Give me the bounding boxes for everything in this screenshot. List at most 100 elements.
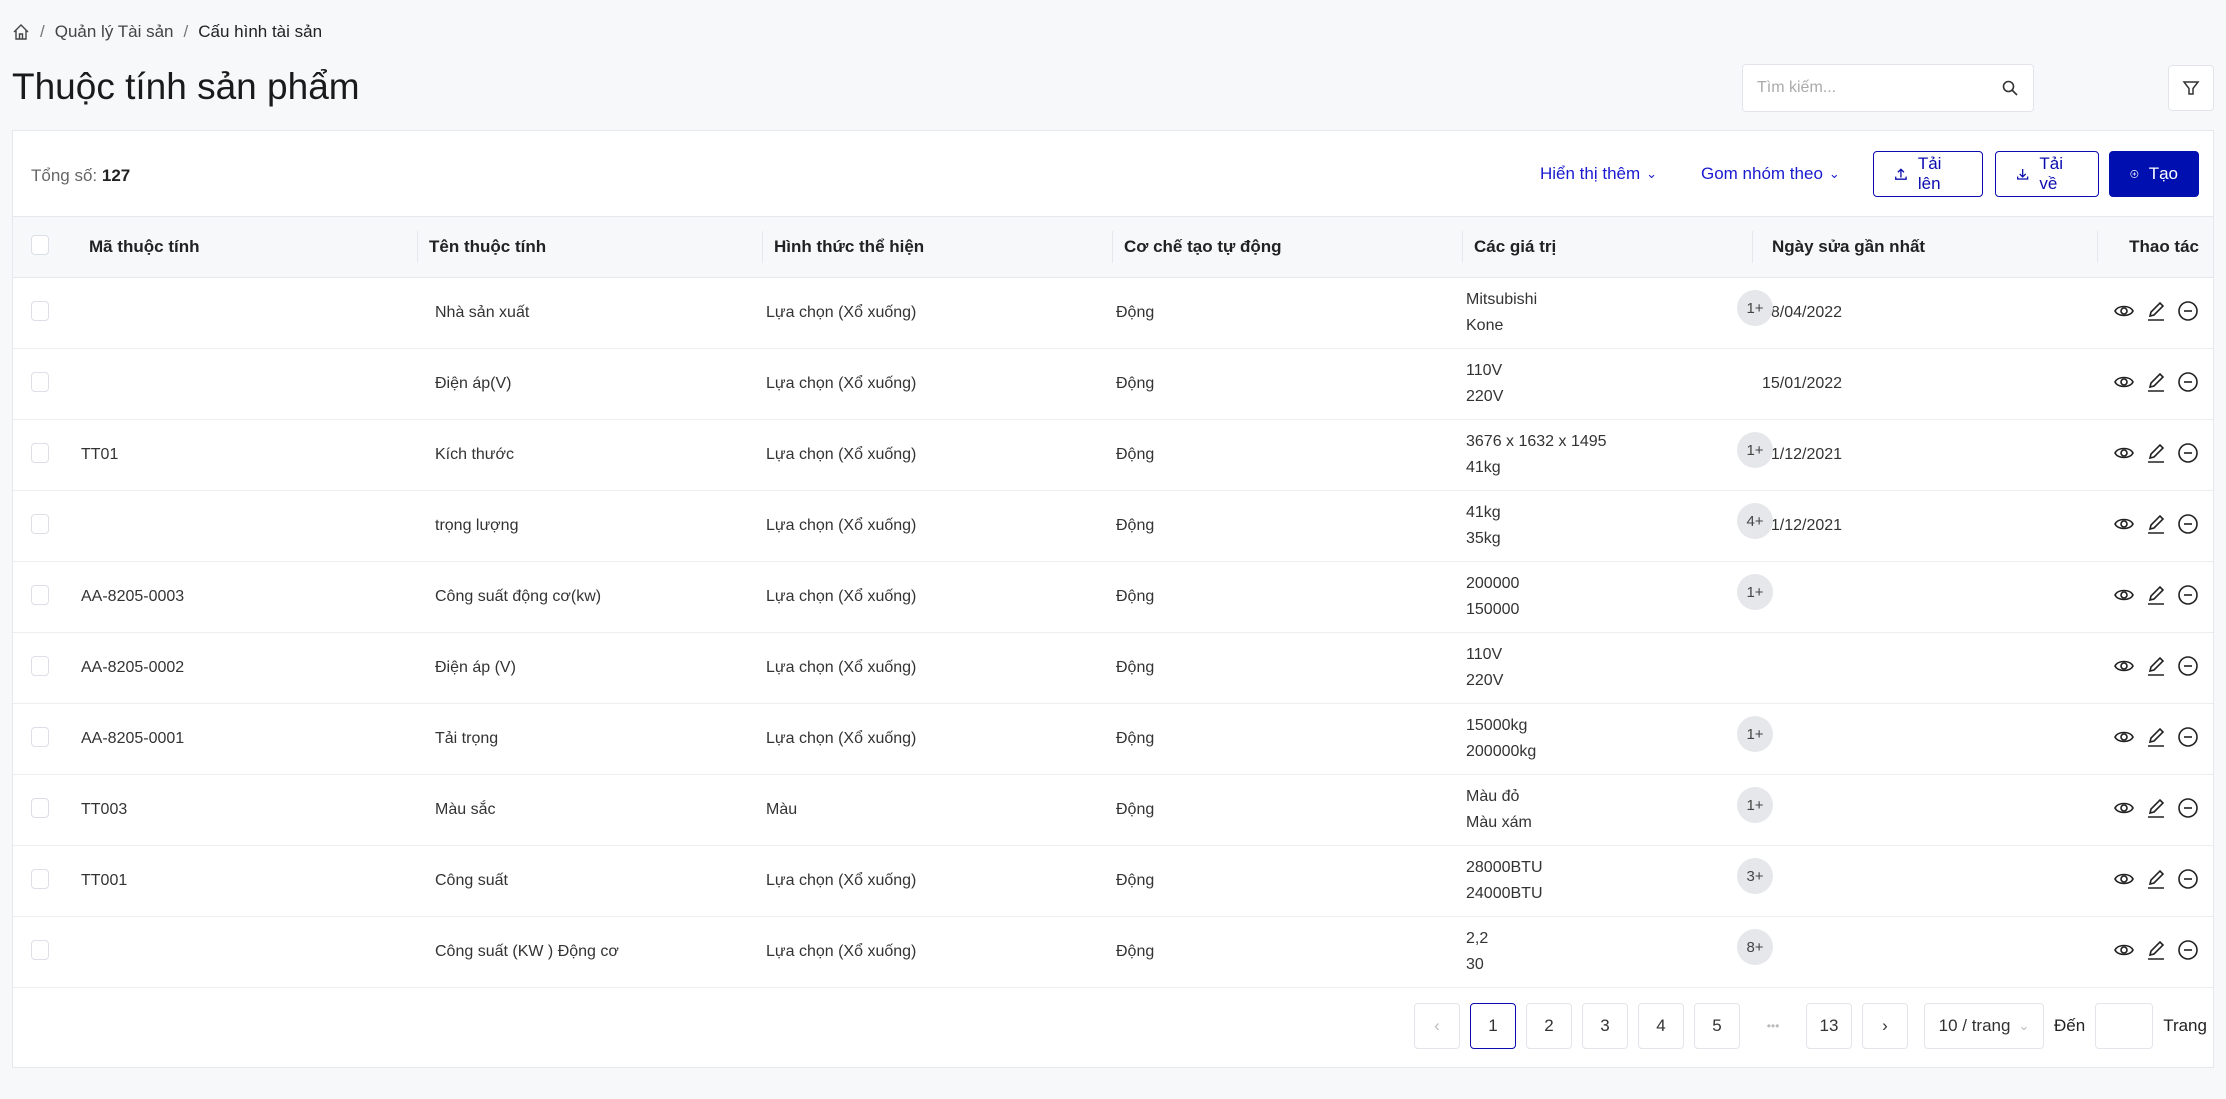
value-2: 200000kg — [1466, 743, 1537, 760]
row-checkbox[interactable] — [31, 513, 49, 534]
table-row[interactable]: TT01 Kích thước Lựa chọn (Xổ xuống) Động… — [13, 419, 2213, 491]
breadcrumb-item-asset-management[interactable]: Quản lý Tài sản — [54, 22, 174, 41]
total-value: 127 — [101, 166, 131, 185]
more-values-badge[interactable]: 3+ — [1737, 858, 1773, 894]
view-icon[interactable] — [2113, 726, 2135, 753]
view-icon[interactable] — [2113, 797, 2135, 824]
row-checkbox[interactable] — [31, 726, 49, 747]
remove-icon[interactable] — [2177, 939, 2199, 966]
cell-name: Nhà sản xuất — [417, 277, 762, 349]
more-values-badge[interactable]: 8+ — [1737, 929, 1773, 965]
view-icon[interactable] — [2113, 584, 2135, 611]
create-button[interactable]: Tạo — [2109, 151, 2199, 197]
row-checkbox[interactable] — [31, 584, 49, 605]
goto-label: Đến — [2054, 1016, 2086, 1035]
remove-icon[interactable] — [2177, 442, 2199, 469]
search-input[interactable] — [1757, 79, 2001, 97]
row-checkbox[interactable] — [31, 868, 49, 889]
table-row[interactable]: AA-8205-0003 Công suất động cơ(kw) Lựa c… — [13, 561, 2213, 633]
row-checkbox[interactable] — [31, 442, 49, 463]
header-auto-mechanism[interactable]: Cơ chế tạo tự động — [1112, 216, 1462, 278]
edit-icon[interactable] — [2145, 513, 2167, 540]
page-3-button[interactable]: 3 — [1582, 1003, 1628, 1049]
value-2: 150000 — [1466, 601, 1520, 618]
remove-icon[interactable] — [2177, 300, 2199, 327]
edit-icon[interactable] — [2145, 797, 2167, 824]
edit-icon[interactable] — [2145, 868, 2167, 895]
goto-page-input[interactable] — [2095, 1003, 2154, 1049]
home-icon[interactable] — [12, 23, 30, 41]
row-checkbox[interactable] — [31, 371, 49, 392]
view-icon[interactable] — [2113, 513, 2135, 540]
row-checkbox[interactable] — [31, 797, 49, 818]
view-icon[interactable] — [2113, 868, 2135, 895]
row-checkbox[interactable] — [31, 300, 49, 321]
next-page-button[interactable]: › — [1862, 1003, 1908, 1049]
view-icon[interactable] — [2113, 655, 2135, 682]
filter-button[interactable] — [2168, 65, 2214, 111]
prev-page-button[interactable]: ‹ — [1414, 1003, 1460, 1049]
show-more-dropdown[interactable]: Hiển thị thêm ⌄ — [1540, 164, 1657, 184]
select-all-checkbox[interactable] — [31, 234, 49, 255]
view-icon[interactable] — [2113, 300, 2135, 327]
pagination-ellipsis[interactable]: ••• — [1750, 1003, 1796, 1049]
more-values-badge[interactable]: 1+ — [1737, 432, 1773, 468]
breadcrumb: / Quản lý Tài sản / Cấu hình tài sản — [12, 22, 322, 42]
total-label: Tổng số: — [31, 166, 98, 185]
value-2: 35kg — [1466, 530, 1501, 547]
edit-icon[interactable] — [2145, 655, 2167, 682]
edit-icon[interactable] — [2145, 939, 2167, 966]
header-name[interactable]: Tên thuộc tính — [417, 216, 762, 278]
remove-icon[interactable] — [2177, 726, 2199, 753]
page-5-button[interactable]: 5 — [1694, 1003, 1740, 1049]
more-values-badge[interactable]: 1+ — [1737, 787, 1773, 823]
page-1-button[interactable]: 1 — [1470, 1003, 1516, 1049]
show-more-label: Hiển thị thêm — [1540, 164, 1641, 183]
search-icon[interactable] — [2001, 79, 2019, 97]
remove-icon[interactable] — [2177, 371, 2199, 398]
chevron-down-icon: ⌄ — [1828, 166, 1840, 181]
more-values-badge[interactable]: 1+ — [1737, 290, 1773, 326]
edit-icon[interactable] — [2145, 442, 2167, 469]
page-4-button[interactable]: 4 — [1638, 1003, 1684, 1049]
view-icon[interactable] — [2113, 939, 2135, 966]
edit-icon[interactable] — [2145, 584, 2167, 611]
group-by-dropdown[interactable]: Gom nhóm theo ⌄ — [1701, 164, 1840, 184]
upload-button[interactable]: Tải lên — [1873, 151, 1983, 197]
edit-icon[interactable] — [2145, 726, 2167, 753]
edit-icon[interactable] — [2145, 300, 2167, 327]
table-row[interactable]: Nhà sản xuất Lựa chọn (Xổ xuống) Động Mi… — [13, 277, 2213, 349]
page-2-button[interactable]: 2 — [1526, 1003, 1572, 1049]
header-last-modified[interactable]: Ngày sửa gần nhất — [1752, 216, 2097, 278]
table-row[interactable]: Điện áp(V) Lựa chọn (Xổ xuống) Động 110V… — [13, 348, 2213, 420]
table-row[interactable]: TT001 Công suất Lựa chọn (Xổ xuống) Động… — [13, 845, 2213, 917]
row-checkbox[interactable] — [31, 939, 49, 960]
page-13-button[interactable]: 13 — [1806, 1003, 1852, 1049]
remove-icon[interactable] — [2177, 797, 2199, 824]
more-values-badge[interactable]: 1+ — [1737, 716, 1773, 752]
header-code[interactable]: Mã thuộc tính — [77, 216, 417, 278]
cell-last-modified: 15/01/2022 — [1752, 348, 2097, 420]
table-row[interactable]: AA-8205-0001 Tải trọng Lựa chọn (Xổ xuốn… — [13, 703, 2213, 775]
download-button[interactable]: Tải về — [1995, 151, 2099, 197]
view-icon[interactable] — [2113, 442, 2135, 469]
remove-icon[interactable] — [2177, 868, 2199, 895]
more-values-badge[interactable]: 4+ — [1737, 503, 1773, 539]
row-checkbox[interactable] — [31, 655, 49, 676]
view-icon[interactable] — [2113, 371, 2135, 398]
remove-icon[interactable] — [2177, 584, 2199, 611]
remove-icon[interactable] — [2177, 513, 2199, 540]
value-1: 110V — [1466, 646, 1503, 663]
table-row[interactable]: TT003 Màu sắc Màu Động Màu đỏ Màu xám 1+ — [13, 774, 2213, 846]
header-display-type[interactable]: Hình thức thể hiện — [762, 216, 1112, 278]
cell-auto-mechanism: Động — [1112, 916, 1462, 988]
page-size-select[interactable]: 10 / trang ⌄ — [1924, 1003, 2044, 1049]
table-row[interactable]: trọng lượng Lựa chọn (Xổ xuống) Động 41k… — [13, 490, 2213, 562]
value-2: 24000BTU — [1466, 885, 1543, 902]
table-row[interactable]: AA-8205-0002 Điện áp (V) Lựa chọn (Xổ xu… — [13, 632, 2213, 704]
remove-icon[interactable] — [2177, 655, 2199, 682]
header-values[interactable]: Các giá trị — [1462, 216, 1752, 278]
more-values-badge[interactable]: 1+ — [1737, 574, 1773, 610]
table-row[interactable]: Công suất (KW ) Động cơ Lựa chọn (Xổ xuố… — [13, 916, 2213, 988]
edit-icon[interactable] — [2145, 371, 2167, 398]
